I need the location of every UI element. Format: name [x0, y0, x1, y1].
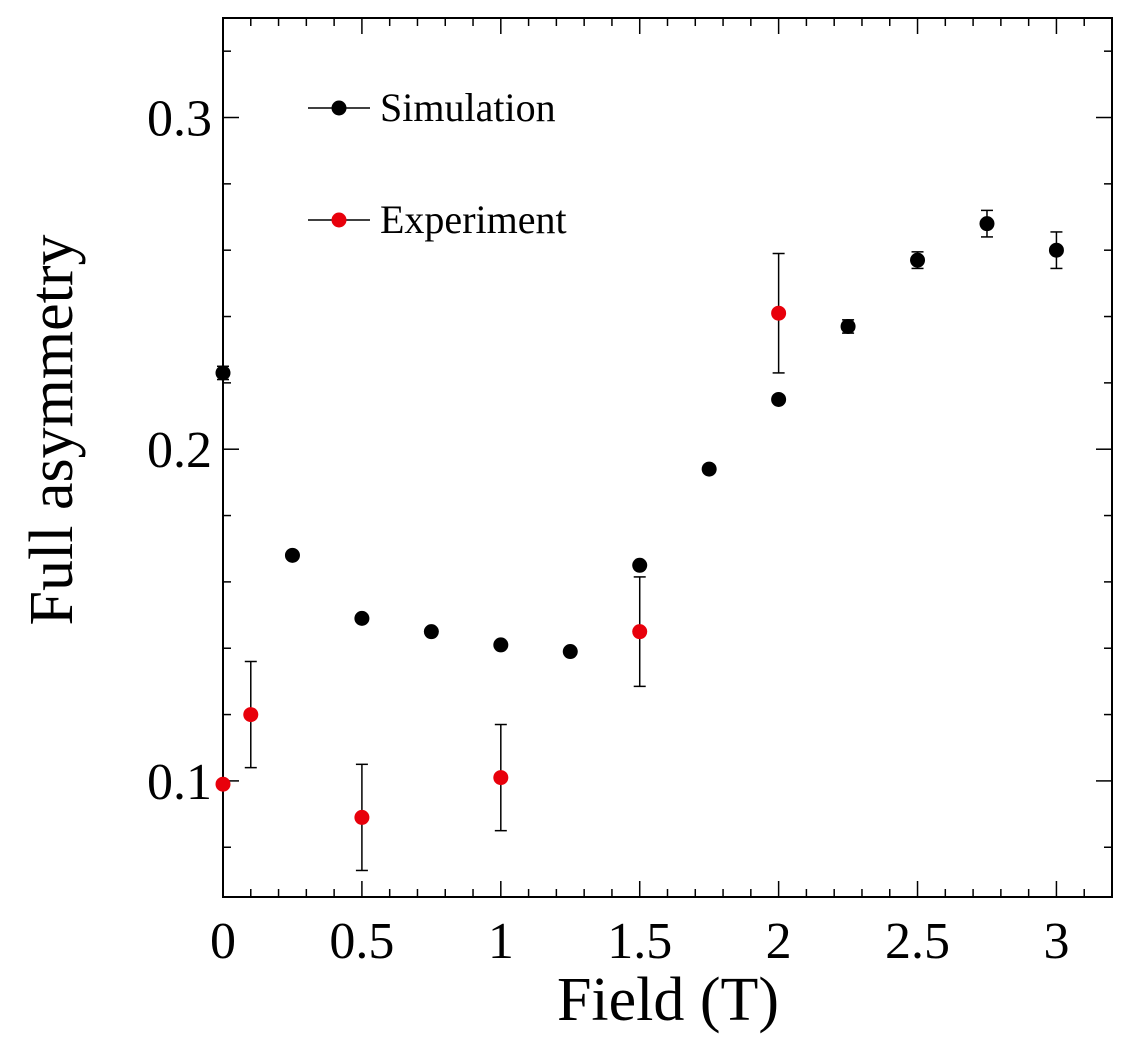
y-tick-label: 0.2 [147, 422, 212, 479]
data-point [215, 365, 231, 381]
data-point [632, 557, 648, 573]
data-point [771, 391, 787, 407]
x-tick-label: 3 [1043, 913, 1069, 970]
data-point [840, 318, 856, 334]
data-point [284, 547, 300, 563]
data-point [354, 809, 370, 825]
data-point [771, 305, 787, 321]
series-layer [215, 209, 1064, 872]
plot-frame [222, 17, 1113, 898]
data-point [215, 776, 231, 792]
data-point [354, 610, 370, 626]
data-point [493, 770, 509, 786]
y-axis-title: Full asymmetry [18, 235, 86, 626]
data-point [423, 624, 439, 640]
legend-label: Simulation [380, 85, 556, 130]
y-tick-label: 0.3 [147, 91, 212, 148]
x-tick-label: 0 [210, 913, 236, 970]
x-axis-title: Field (T) [557, 966, 779, 1034]
plot-border [222, 17, 1113, 898]
x-tick-label: 0.5 [329, 913, 394, 970]
data-point [701, 461, 717, 477]
tick-labels: 0 0.5 1 1.5 2 2.5 3 0.1 0.2 0.3 [147, 91, 1069, 970]
data-point [979, 216, 995, 232]
legend: Simulation Experiment [308, 85, 567, 242]
series-experiment [215, 252, 787, 872]
data-point [562, 644, 578, 660]
series-simulation [215, 209, 1064, 660]
legend-marker [331, 100, 347, 116]
y-tick-label: 0.1 [147, 754, 212, 811]
axis-ticks [222, 18, 1113, 897]
data-point [632, 624, 648, 640]
x-tick-label: 2 [766, 913, 792, 970]
x-tick-label: 1.5 [607, 913, 672, 970]
legend-marker [331, 212, 347, 228]
legend-label: Experiment [380, 197, 567, 242]
x-tick-label: 1 [488, 913, 514, 970]
x-tick-label: 2.5 [885, 913, 950, 970]
data-point [910, 252, 926, 268]
data-point [493, 637, 509, 653]
data-point [1048, 242, 1064, 258]
data-point [243, 707, 259, 723]
